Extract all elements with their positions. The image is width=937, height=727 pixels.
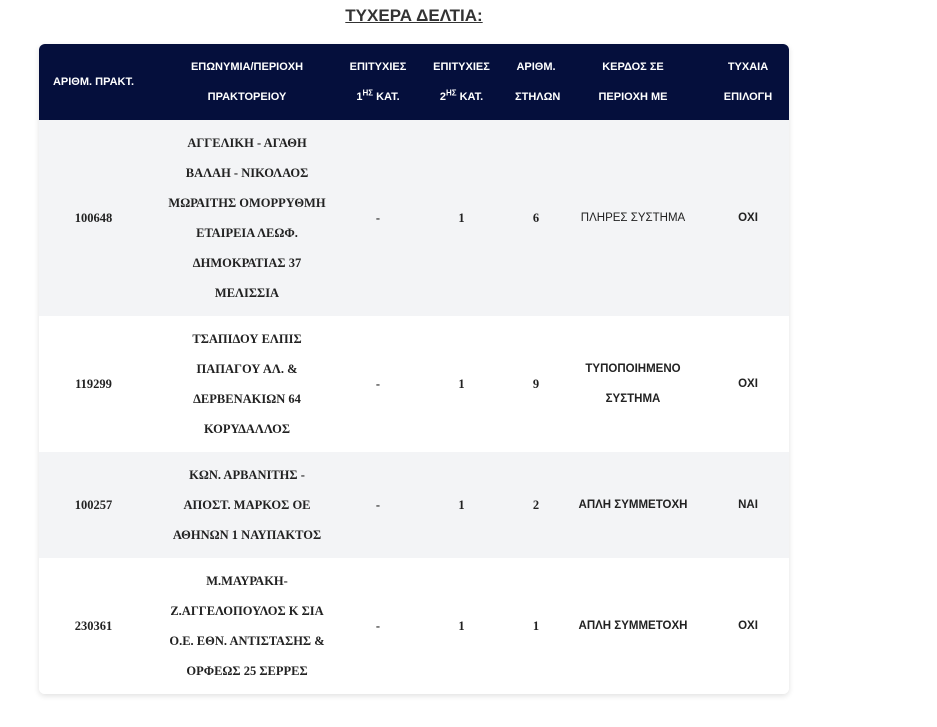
winning-tickets-table: ΑΡΙΘΜ. ΠΡΑΚΤ. ΕΠΩΝΥΜΙΑ/ΠΕΡΙΟΧΗ ΠΡΑΚΤΟΡΕΙΟ… bbox=[39, 44, 789, 694]
columns-count: 9 bbox=[513, 316, 559, 452]
table-header: ΑΡΙΘΜ. ΠΡΑΚΤ. ΕΠΩΝΥΜΙΑ/ΠΕΡΙΟΧΗ ΠΡΑΚΤΟΡΕΙΟ… bbox=[39, 44, 789, 120]
columns-count: 1 bbox=[513, 558, 559, 694]
first-category-wins: - bbox=[346, 452, 410, 558]
agency-number: 100257 bbox=[39, 452, 148, 558]
random-pick: ΝΑΙ bbox=[707, 452, 789, 558]
table-row: 100257 ΚΩΝ. ΑΡΒΑΝΙΤΗΣ - ΑΠΟΣΤ. ΜΑΡΚΟΣ ΟΕ ΑΘ… bbox=[39, 452, 789, 558]
second-category-wins: 1 bbox=[410, 316, 513, 452]
table-row: 100648 ΑΓΓΕΛΙΚΗ - ΑΓΑΘΗ ΒΑΛΑΗ - ΝΙΚΟΛΑΟΣ ΜΩ… bbox=[39, 120, 789, 316]
second-category-wins: 1 bbox=[410, 558, 513, 694]
agency-name: ΤΣΑΠΙΔΟΥ ΕΛΠΙΣ ΠΑΠΑΓΟΥ ΑΛ. & ΔΕΡΒΕΝΑΚΙΩΝ 6… bbox=[148, 316, 346, 452]
table-row: 230361 Μ.ΜΑΥΡΑΚΗ- Ζ.ΑΓΓΕΛΟΠΟΥΛΟΣ Κ ΣΙΑ Ο.Ε.… bbox=[39, 558, 789, 694]
table-row: 119299 ΤΣΑΠΙΔΟΥ ΕΛΠΙΣ ΠΑΠΑΓΟΥ ΑΛ. & ΔΕΡΒΕΝΑ… bbox=[39, 316, 789, 452]
header-columns: ΑΡΙΘΜ. ΣΤΗΛΩΝ bbox=[513, 44, 560, 120]
first-category-wins: - bbox=[346, 558, 410, 694]
page-title: ΤΥΧΕΡΑ ΔΕΛΤΙΑ: bbox=[345, 6, 483, 25]
second-category-wins: 1 bbox=[410, 452, 513, 558]
first-category-wins: - bbox=[346, 120, 410, 316]
system-type: ΤΥΠΟΠΟΙΗΜΕΝΟ ΣΥΣΤΗΜΑ bbox=[559, 316, 707, 452]
agency-name: ΚΩΝ. ΑΡΒΑΝΙΤΗΣ - ΑΠΟΣΤ. ΜΑΡΚΟΣ ΟΕ ΑΘΗΝΩΝ 1… bbox=[148, 452, 346, 558]
system-type: ΠΛΗΡΕΣ ΣΥΣΤΗΜΑ bbox=[559, 120, 707, 316]
header-random: ΤΥΧΑΙΑ ΕΠΙΛΟΓΗ bbox=[707, 44, 789, 120]
agency-number: 230361 bbox=[39, 558, 148, 694]
system-type: ΑΠΛΗ ΣΥΜΜΕΤΟΧΗ bbox=[559, 558, 707, 694]
random-pick: ΟΧΙ bbox=[707, 558, 789, 694]
header-second-category: ΕΠΙΤΥΧΙΕΣ 2ΗΣ ΚΑΤ. bbox=[410, 44, 513, 120]
random-pick: ΟΧΙ bbox=[707, 316, 789, 452]
header-system: ΚΕΡΔΟΣ ΣΕ ΠΕΡΙΟΧΗ ΜΕ bbox=[559, 44, 707, 120]
agency-number: 100648 bbox=[39, 120, 148, 316]
agency-number: 119299 bbox=[39, 316, 148, 452]
header-first-category: ΕΠΙΤΥΧΙΕΣ 1ΗΣ ΚΑΤ. bbox=[346, 44, 410, 120]
second-category-wins: 1 bbox=[410, 120, 513, 316]
system-type: ΑΠΛΗ ΣΥΜΜΕΤΟΧΗ bbox=[559, 452, 707, 558]
columns-count: 6 bbox=[513, 120, 559, 316]
random-pick: ΟΧΙ bbox=[707, 120, 789, 316]
agency-name: ΑΓΓΕΛΙΚΗ - ΑΓΑΘΗ ΒΑΛΑΗ - ΝΙΚΟΛΑΟΣ ΜΩΡΑΙΤΗΣ… bbox=[148, 120, 346, 316]
header-agency-number: ΑΡΙΘΜ. ΠΡΑΚΤ. bbox=[39, 44, 148, 120]
header-agency-name: ΕΠΩΝΥΜΙΑ/ΠΕΡΙΟΧΗ ΠΡΑΚΤΟΡΕΙΟΥ bbox=[148, 44, 346, 120]
agency-name: Μ.ΜΑΥΡΑΚΗ- Ζ.ΑΓΓΕΛΟΠΟΥΛΟΣ Κ ΣΙΑ Ο.Ε. ΕΘΝ. … bbox=[148, 558, 346, 694]
columns-count: 2 bbox=[513, 452, 559, 558]
first-category-wins: - bbox=[346, 316, 410, 452]
